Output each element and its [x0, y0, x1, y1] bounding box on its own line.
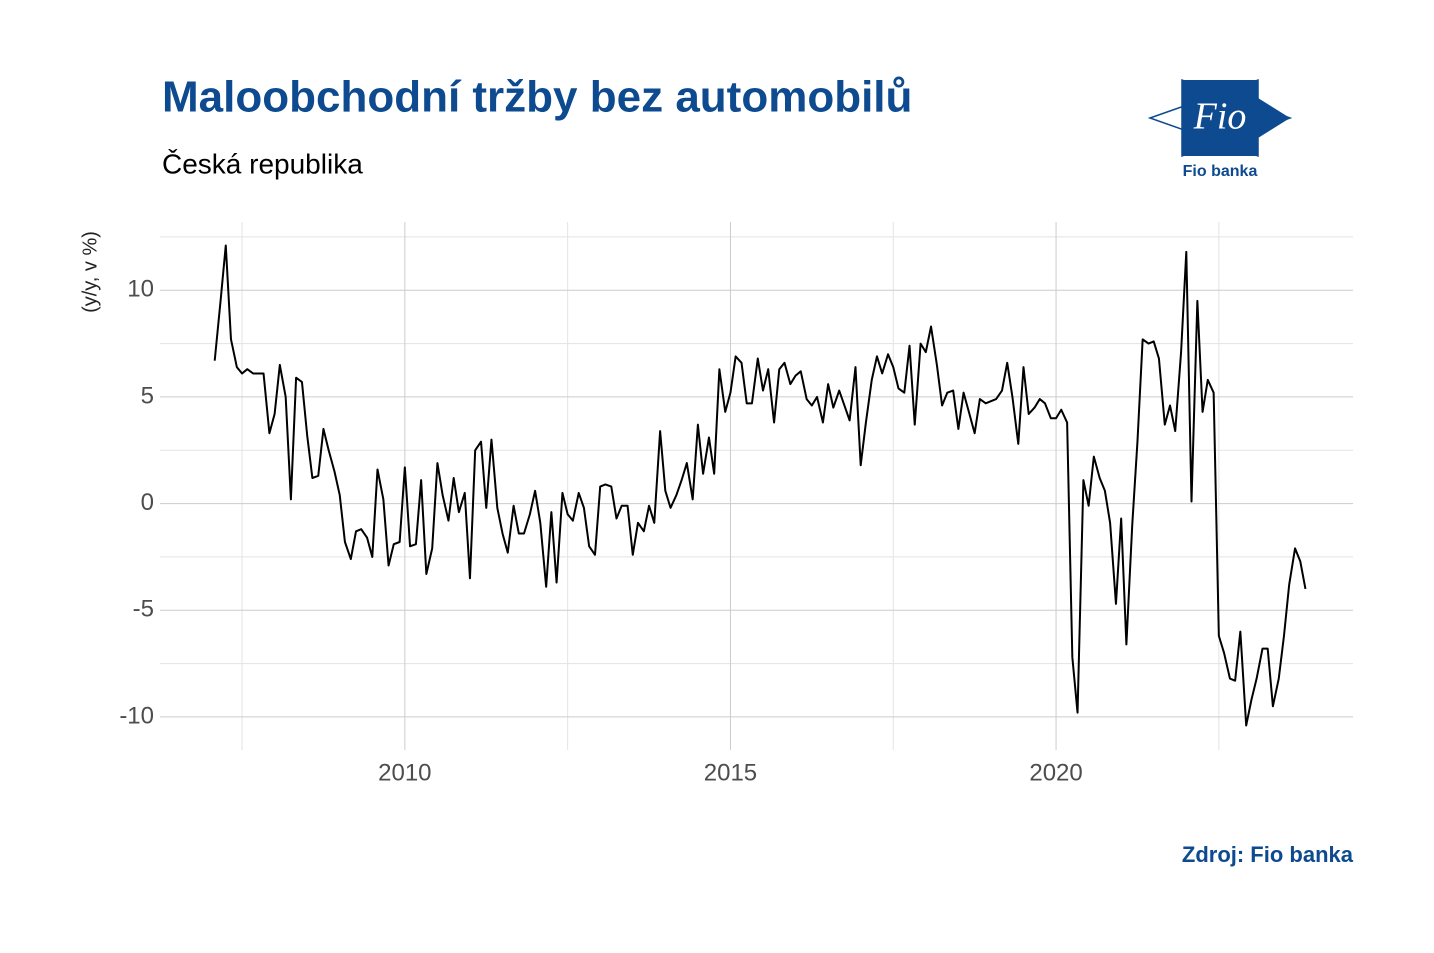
logo-square — [1182, 80, 1258, 156]
y-axis-label: (y/y, v %) — [79, 231, 101, 313]
logo: Fio Fio banka — [1147, 78, 1293, 180]
logo-mark: Fio — [1193, 96, 1247, 138]
y-tick-label: 5 — [141, 382, 154, 409]
y-tick-label: -10 — [119, 702, 154, 729]
y-tick-label: -5 — [133, 596, 154, 623]
logo-arrow — [1258, 98, 1290, 138]
line — [213, 244, 1307, 727]
y-tick-label: 10 — [127, 276, 154, 303]
chart-subtitle: Česká republika — [162, 148, 363, 179]
y-tick-label: 0 — [141, 489, 154, 516]
x-tick-label: 2020 — [1029, 759, 1082, 786]
logo-name: Fio banka — [1183, 163, 1258, 180]
x-tick-label: 2015 — [704, 759, 757, 786]
source: Zdroj: Fio banka — [1182, 842, 1354, 867]
x-tick-label: 2010 — [378, 759, 431, 786]
chart-title: Maloobchodní tržby bez automobilů — [162, 73, 912, 122]
